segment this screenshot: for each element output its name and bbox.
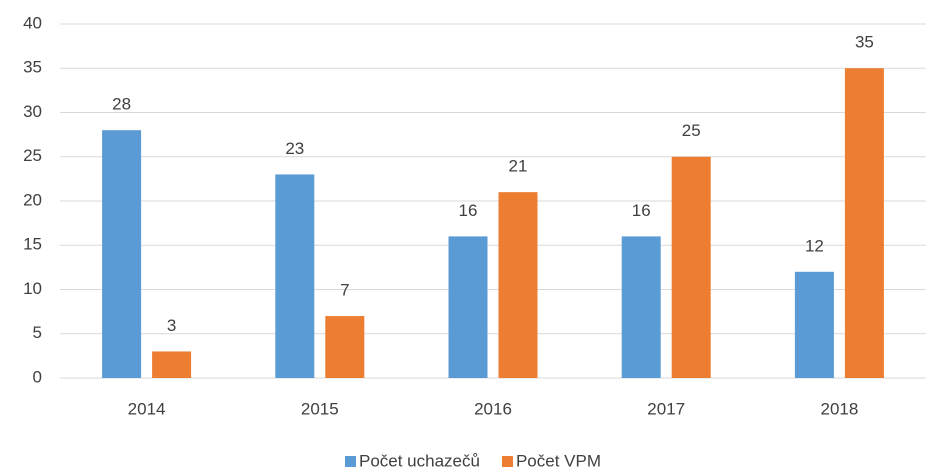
bar: [794, 271, 834, 378]
legend-swatch: [501, 456, 513, 467]
y-tick-label: 0: [33, 367, 42, 386]
legend-label: Počet uchazečů: [359, 451, 480, 470]
data-label: 3: [167, 316, 176, 335]
bar: [844, 68, 884, 378]
y-tick-label: 5: [33, 323, 42, 342]
y-tick-label: 20: [23, 190, 42, 209]
data-label: 21: [509, 157, 528, 176]
data-label: 16: [632, 201, 651, 220]
x-tick-label: 2015: [301, 399, 339, 418]
x-tick-label: 2017: [647, 399, 685, 418]
bar: [152, 351, 192, 378]
y-tick-label: 10: [23, 279, 42, 298]
legend-swatch: [344, 456, 356, 467]
data-label: 7: [340, 281, 349, 300]
bar: [621, 236, 661, 378]
bar: [102, 130, 142, 378]
bar: [325, 316, 365, 378]
bar: [498, 192, 538, 378]
x-tick-label: 2018: [820, 399, 858, 418]
data-label: 16: [459, 201, 478, 220]
data-label: 23: [285, 139, 304, 158]
data-label: 12: [805, 236, 824, 255]
x-tick-label: 2016: [474, 399, 512, 418]
legend-label: Počet VPM: [516, 451, 601, 470]
y-tick-label: 35: [23, 58, 42, 77]
y-tick-label: 40: [23, 13, 42, 32]
y-tick-label: 30: [23, 102, 42, 121]
bar: [671, 156, 711, 378]
data-label: 35: [855, 33, 874, 52]
bar: [275, 174, 315, 378]
bar: [448, 236, 488, 378]
x-tick-label: 2014: [128, 399, 166, 418]
data-label: 25: [682, 121, 701, 140]
y-tick-label: 25: [23, 146, 42, 165]
y-tick-label: 15: [23, 235, 42, 254]
data-label: 28: [112, 95, 131, 114]
